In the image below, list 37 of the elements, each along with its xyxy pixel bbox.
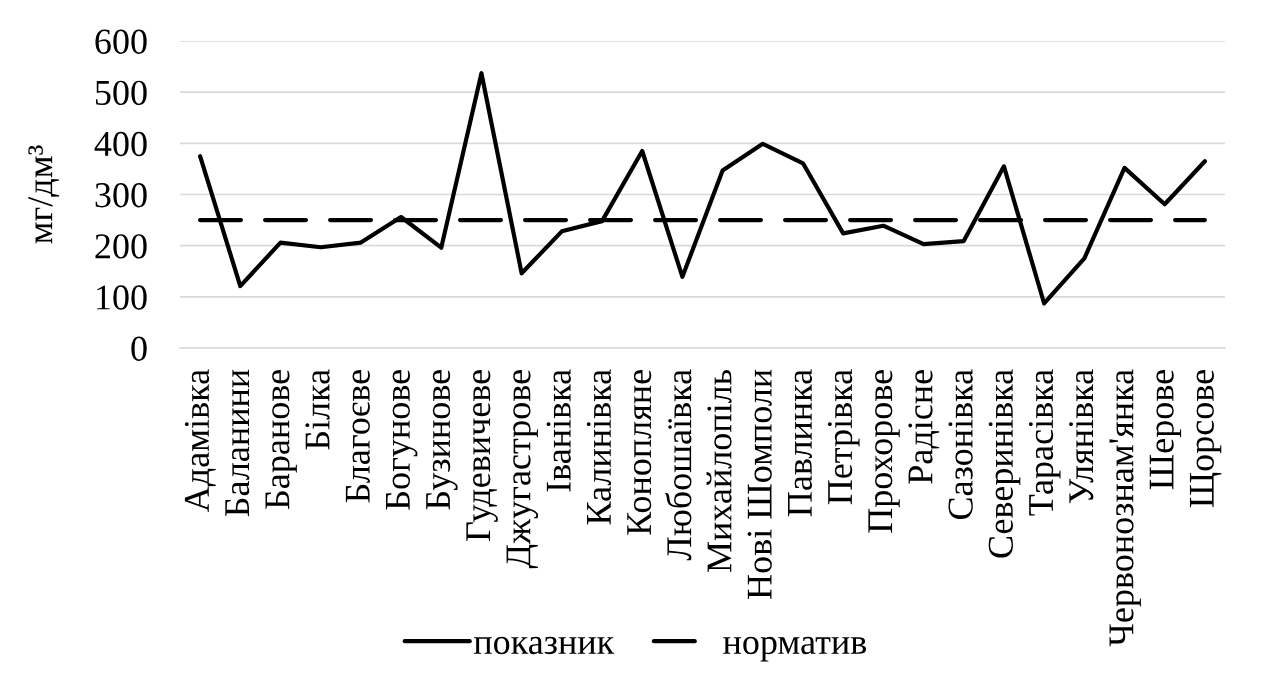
y-tick-label: 300 [95, 183, 147, 208]
x-tick-label: Конопляне [627, 370, 652, 535]
x-tick-label: Радісне [908, 370, 940, 484]
y-tick-label: 200 [95, 234, 147, 259]
x-tick-label: Щорсове [1189, 370, 1222, 508]
x-tick-label: Баланини [225, 369, 250, 517]
y-tick-label: 400 [94, 131, 147, 157]
x-tick-label: Любошаївка [665, 369, 692, 561]
x-tick-label: Адамівка [184, 369, 216, 512]
x-tick-label: Червонознам'янка [1109, 369, 1141, 647]
y-axis-title: мг/дм³ [28, 145, 60, 244]
y-tick-label: 500 [95, 80, 147, 106]
x-tick-label: Прохорове [868, 370, 900, 533]
x-tick-label: Гудевичеве [466, 370, 498, 541]
x-tick-label: Нові Шомполи [747, 369, 772, 599]
x-tick-label: Благоєве [345, 370, 370, 503]
x-tick-label: Бузинове [426, 370, 458, 510]
x-tick-label: Білка [305, 369, 330, 450]
y-tick-label: 600 [95, 29, 147, 54]
x-tick-label: Сазонівка [948, 369, 973, 519]
x-tick-label: Павлинка [788, 369, 813, 517]
x-tick-label: Тарасівка [1028, 369, 1061, 516]
legend-label: показник [473, 636, 615, 655]
x-tick-label: Петрівка [827, 369, 860, 505]
x-tick-label: Улянівка [1069, 369, 1094, 504]
y-tick-label: 100 [97, 285, 147, 310]
x-tick-label: Калинівка [586, 369, 612, 525]
x-tick-label: Джугастрове [506, 370, 539, 569]
x-tick-label: Северинівка [988, 369, 1021, 558]
x-tick-label: Богунове [385, 370, 418, 510]
legend-label: норматив [723, 636, 867, 662]
x-tick-label: Михайлопіль [706, 369, 732, 573]
x-tick-label: Баранове [265, 370, 297, 509]
x-tick-label: Шерове [1149, 370, 1182, 490]
x-tick-label: Іванівка [546, 369, 571, 492]
y-tick-label: 0 [131, 336, 147, 361]
line-series [198, 71, 1207, 306]
